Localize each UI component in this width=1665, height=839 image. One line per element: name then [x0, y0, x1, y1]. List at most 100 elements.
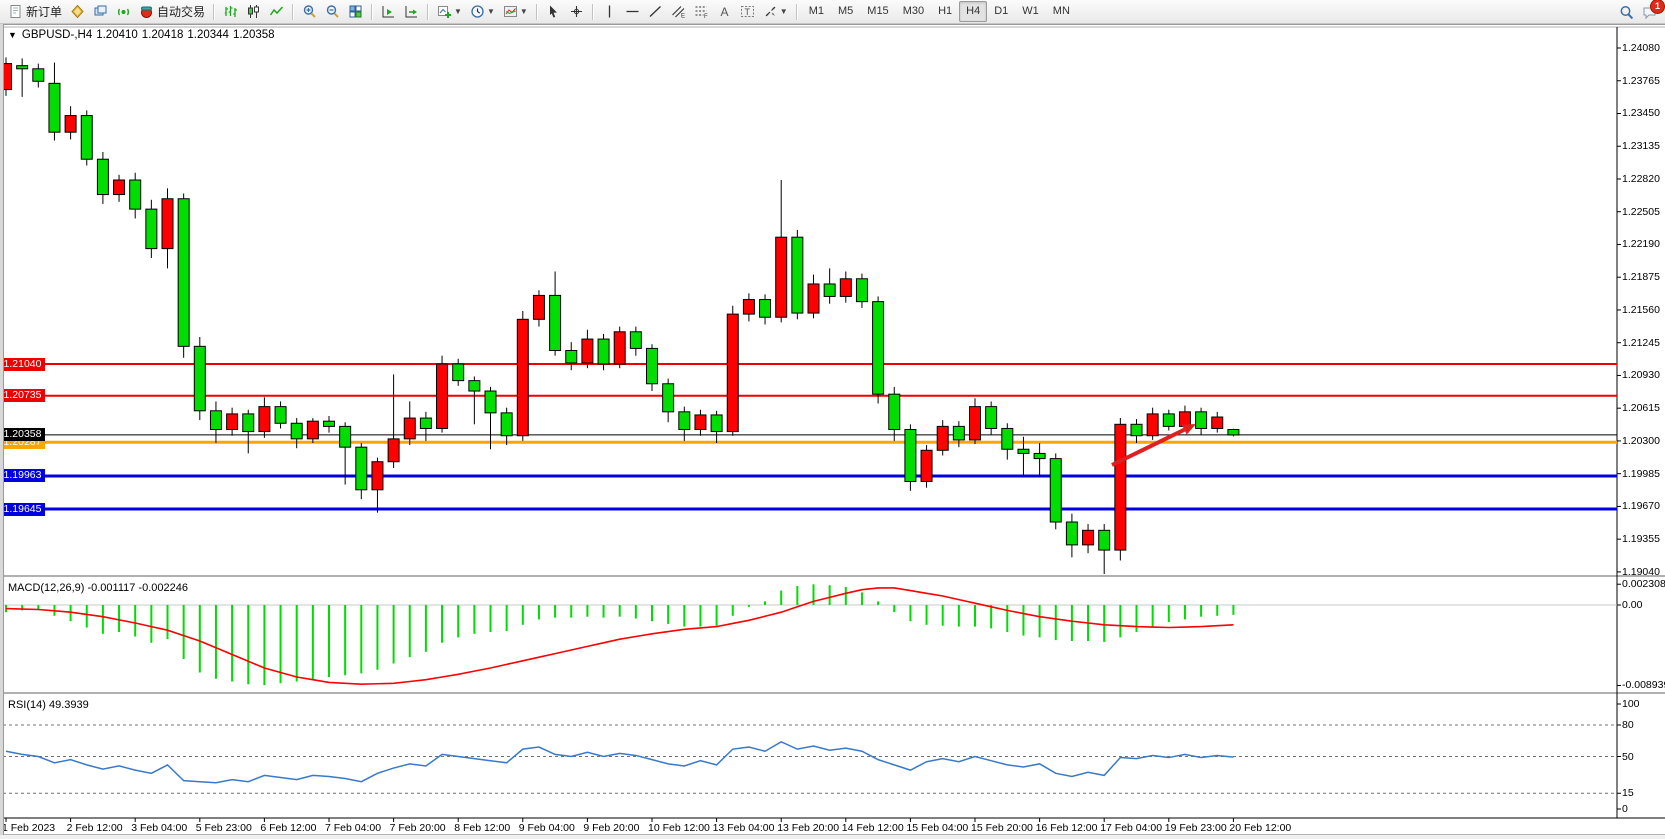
price-tick-label: 1.23765 [1622, 74, 1660, 87]
tile-windows-button[interactable] [344, 1, 367, 23]
timeframe-mn-button[interactable]: MN [1052, 5, 1070, 17]
horizontal-line-button[interactable] [621, 1, 644, 23]
price-tick-label: 1.22820 [1622, 172, 1660, 185]
vertical-line-button[interactable] [598, 1, 621, 23]
candle [855, 278, 868, 303]
timeframe-m1-button[interactable]: M1 [808, 5, 824, 17]
trend-arrow-annotation[interactable] [1111, 427, 1186, 467]
timeframe-d1-button[interactable]: D1 [994, 5, 1009, 17]
chart-window[interactable]: ▼ GBPUSD-,H4 1.20410 1.20418 1.20344 1.20358 … [0, 24, 1665, 839]
time-tick-label: 2 Feb 12:00 [66, 822, 123, 834]
period-button[interactable]: ▼ [466, 1, 499, 23]
candle [1162, 413, 1175, 427]
autotrade-button-label: 自动交易 [157, 5, 206, 19]
bid-price-tag: 1.20358 [0, 428, 45, 442]
candle [532, 294, 545, 320]
template-button[interactable]: ▼ [499, 1, 532, 23]
timeframe-h4-button[interactable]: H4 [959, 1, 988, 22]
window-list-button[interactable] [89, 1, 112, 23]
gold-gem-icon [70, 4, 85, 19]
chevron-down-icon[interactable]: ▼ [8, 30, 17, 40]
dropdown-caret-icon[interactable]: ▼ [779, 7, 788, 16]
line-chart-button[interactable] [265, 1, 288, 23]
level-price-tag: 1.21040 [0, 357, 45, 371]
candle [613, 331, 626, 365]
svg-text:E: E [681, 14, 685, 20]
autotrade-button[interactable]: 自动交易 [135, 1, 209, 23]
new-order-button[interactable]: 新订单 [4, 1, 66, 23]
candle [742, 299, 755, 315]
auto-scroll-button[interactable] [377, 1, 400, 23]
candle [1001, 427, 1014, 450]
fibonacci-button[interactable]: F [690, 1, 713, 23]
price-tick-label: 1.20930 [1622, 369, 1660, 382]
timeframe-m15-button[interactable]: M15 [867, 5, 889, 17]
toolbar-separator [535, 3, 538, 20]
svg-text:T: T [744, 7, 750, 17]
timeframe-m5-button[interactable]: M5 [838, 5, 854, 17]
price-tick-label: 1.23450 [1622, 107, 1660, 120]
candlestick-button[interactable] [242, 1, 265, 23]
arrows-button[interactable]: ▼ [759, 1, 792, 23]
macd-tick-label: -0.008939 [1622, 679, 1665, 692]
zoom-out-button[interactable] [321, 1, 344, 23]
open-value: 1.20410 [96, 29, 138, 41]
new-order-icon [8, 4, 23, 19]
macd-indicator-label: MACD(12,26,9) -0.001117 -0.002246 [8, 582, 188, 594]
candle [1211, 416, 1224, 429]
timeframe-w1-button[interactable]: W1 [1022, 5, 1039, 17]
add-indicator-button[interactable]: ▼ [433, 1, 466, 23]
bar-chart-button[interactable] [219, 1, 242, 23]
chart-shift-button[interactable] [400, 1, 423, 23]
candle [1195, 411, 1208, 429]
candle [161, 198, 174, 250]
search-button[interactable] [1615, 1, 1638, 23]
candle [1049, 458, 1062, 523]
dropdown-caret-icon[interactable]: ▼ [519, 7, 528, 16]
candle [129, 179, 142, 210]
text-icon: A [717, 4, 732, 19]
price-tick-label: 1.20615 [1622, 402, 1660, 415]
crosshair-button[interactable] [565, 1, 588, 23]
timeframe-h1-button[interactable]: H1 [938, 5, 953, 17]
timeframe-m30-button[interactable]: M30 [902, 5, 925, 17]
toolbar-right-group: 1 [1615, 0, 1665, 23]
cursor-button[interactable] [542, 1, 565, 23]
autotrade-icon [139, 4, 154, 19]
symbol-period-label: GBPUSD-,H4 [21, 29, 93, 41]
text-button[interactable]: A [713, 1, 736, 23]
time-tick-label: 16 Feb 12:00 [1035, 822, 1098, 834]
crosshair-icon [569, 4, 584, 19]
channel-button[interactable]: E [667, 1, 690, 23]
time-tick-label: 8 Feb 12:00 [454, 822, 511, 834]
tile-windows-icon [348, 4, 363, 19]
profile-button[interactable] [66, 1, 89, 23]
time-tick-label: 3 Feb 04:00 [131, 822, 188, 834]
zoom-in-icon [302, 4, 317, 19]
trendline-button[interactable] [644, 1, 667, 23]
dropdown-caret-icon[interactable]: ▼ [486, 7, 495, 16]
rsi-tick-label: 0 [1622, 803, 1628, 815]
zoom-in-button[interactable] [298, 1, 321, 23]
auto-scroll-icon [381, 4, 396, 19]
chart-canvas[interactable] [0, 25, 1665, 839]
notifications-button[interactable]: 1 [1638, 0, 1665, 23]
cursor-icon [546, 4, 561, 19]
candle [32, 68, 45, 82]
candle [339, 425, 352, 448]
time-tick-label: 14 Feb 12:00 [841, 822, 904, 834]
price-tick-label: 1.24080 [1622, 42, 1660, 54]
price-tick-label: 1.21245 [1622, 336, 1660, 349]
candle [904, 428, 917, 482]
signals-button[interactable] [112, 1, 135, 23]
price-tick-label: 1.21560 [1622, 303, 1660, 316]
arrows-icon [763, 4, 778, 19]
candle [581, 338, 594, 364]
candle [193, 345, 206, 412]
macd-tick-label: 0.00 [1622, 599, 1643, 611]
dropdown-caret-icon[interactable]: ▼ [454, 7, 462, 16]
text-label-button[interactable]: T [736, 1, 759, 23]
candle [678, 411, 691, 430]
candle [1227, 428, 1240, 436]
